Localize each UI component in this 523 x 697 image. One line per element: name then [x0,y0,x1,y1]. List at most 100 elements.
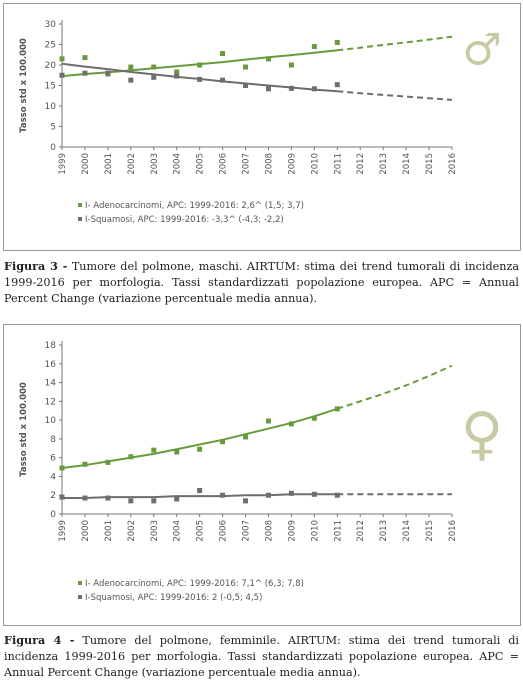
data-point [288,421,294,427]
x-tick-label: 1999 [58,153,68,175]
data-point [105,70,111,76]
data-point [197,62,203,68]
y-tick-label: 14 [45,379,57,389]
y-tick-label: 16 [45,360,57,370]
x-tick-label: 2002 [127,153,137,175]
x-tick-label: 2012 [356,153,366,175]
x-tick-label: 2014 [402,153,412,175]
data-point [265,56,271,62]
legend-item-squamosi: I-Squamosi, APC: 1999-2016: -3,3^ (-4,3;… [78,213,304,227]
data-point [82,70,88,76]
y-tick-label: 5 [50,123,56,133]
data-point [82,55,88,61]
x-tick-label: 2000 [81,520,91,542]
y-tick-label: 6 [50,454,56,464]
data-point [151,498,157,504]
legend-item-adenocarcinomi: I- Adenocarcinomi, APC: 1999-2016: 2,6^ … [78,199,304,213]
x-tick-label: 2001 [104,153,114,175]
x-tick-label: 2011 [333,153,343,175]
data-point [220,51,226,57]
legend-swatch-green [78,581,82,585]
x-tick-label: 2016 [448,153,458,175]
y-tick-label: 25 [45,41,56,51]
x-tick-label: 2007 [242,153,252,175]
y-tick-label: 20 [45,61,57,71]
data-point [105,495,111,501]
male-symbol-icon: ♂ [462,24,501,75]
data-point [174,449,180,455]
data-point [311,86,317,92]
x-tick-label: 2004 [173,520,183,542]
caption-text: Tumore del polmone, femminile. AIRTUM: s… [4,634,520,679]
series-projection-line [337,35,453,52]
series-trend-line [61,407,338,469]
x-tick-label: 2015 [425,520,435,542]
x-tick-label: 2014 [402,520,412,542]
data-point [243,434,249,440]
chart-panel-males: 0 5 10 15 20 25 30 1999 2000 2001 2002 2003 2004 2005… [3,3,521,251]
x-tick-label: 2010 [310,153,320,175]
data-point [151,74,157,80]
data-point [82,461,88,467]
legend-label: I-Squamosi, APC: 1999-2016: 2 (-0,5; 4,5… [85,593,263,603]
data-point [220,492,226,498]
data-point [174,496,180,502]
y-tick-label: 30 [45,20,57,30]
x-tick-label: 2005 [196,153,206,175]
series-trend-line [62,493,338,500]
data-point [288,62,294,68]
x-tick-label: 2005 [196,520,206,542]
x-tick-label: 2013 [379,153,389,175]
y-tick-label: 10 [45,416,57,426]
legend-label: I- Adenocarcinomi, APC: 1999-2016: 2,6^ … [85,201,304,211]
x-tick-label: 2002 [127,520,137,542]
data-point [151,64,157,70]
data-point [311,44,317,50]
figure-caption-3: Figura 3 - Tumore del polmone, maschi. A… [4,258,519,307]
y-tick-label: 4 [50,472,56,482]
x-tick-label: 2010 [310,520,320,542]
x-tick-label: 2013 [379,520,389,542]
data-point [334,82,340,88]
data-point [128,77,134,83]
female-symbol-icon: ♀ [461,399,503,467]
x-tick-label: 2015 [425,153,435,175]
legend-label: I-Squamosi, APC: 1999-2016: -3,3^ (-4,3;… [85,215,284,225]
x-tick-label: 2009 [287,520,297,542]
x-tick-label: 2008 [264,153,274,175]
data-point [311,415,317,421]
data-point [288,85,294,91]
data-point [197,488,203,494]
data-point [128,454,134,460]
y-tick-label: 0 [50,510,56,520]
figure-caption-4: Figura 4 - Tumore del polmone, femminile… [4,632,519,681]
data-point [220,77,226,83]
series-projection-line [336,364,453,410]
data-point [288,490,294,496]
data-point [59,56,65,62]
data-point [128,498,134,504]
x-tick-label: 2006 [219,520,229,542]
chart-females: 0 2 4 6 8 10 12 14 16 18 1999 2000 2001 2002 2003 2004 2… [19,341,503,542]
data-point [243,83,249,88]
data-point [128,64,134,70]
x-tick-label: 2006 [219,153,229,175]
data-point [220,439,226,445]
x-tick-label: 2003 [150,520,160,542]
caption-label: Figura 3 - [4,259,68,273]
series-projection-line [337,90,453,101]
x-tick-label: 2008 [264,520,274,542]
data-point [174,73,180,79]
data-point [59,72,65,78]
x-tick-label: 2011 [333,520,343,542]
data-point [265,418,271,424]
y-tick-label: 8 [50,435,56,445]
chart-males: 0 5 10 15 20 25 30 1999 2000 2001 2002 2003 2004 2005… [19,20,502,175]
data-point [334,492,340,498]
data-point [105,459,111,465]
data-point [311,491,317,497]
x-tick-label: 2016 [448,520,458,542]
x-tick-label: 2003 [150,153,160,175]
legend-item-adenocarcinomi: I- Adenocarcinomi, APC: 1999-2016: 7,1^ … [78,577,304,591]
y-tick-label: 2 [50,491,56,501]
